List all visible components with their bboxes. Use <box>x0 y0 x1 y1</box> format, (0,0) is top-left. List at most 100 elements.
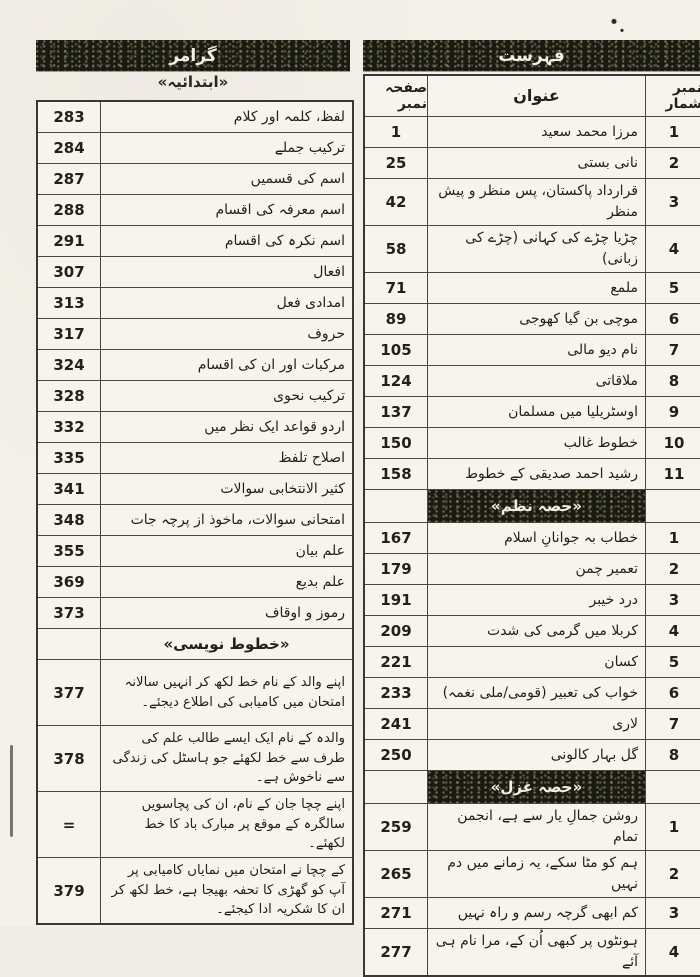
grammar-toc-row: والدہ کے نام ایک ایسے طالب علم کی طرف سے… <box>38 726 352 792</box>
grammar-toc-row: کے چچا نے امتحان میں نمایاں کامیابی پر آ… <box>38 858 352 923</box>
serial-number-cell: 4 <box>668 943 680 961</box>
serial-number-cell: 1 <box>668 123 680 141</box>
grammar-section-band: گرامر <box>36 40 350 71</box>
grammar-toc-row: اردو قواعد ایک نظر میں 332 <box>38 412 352 443</box>
page-number-cell: 328 <box>53 387 85 405</box>
contents-row: 3 کم ابھی گرچہ رسم و راہ نہیں 271 <box>365 898 700 929</box>
page-number-cell: 1 <box>390 123 402 141</box>
contents-row: 7 لاری 241 <box>365 709 700 740</box>
title-cell: علم بیان <box>100 536 352 566</box>
page-number-cell: 158 <box>380 465 412 483</box>
serial-number-cell: 3 <box>668 193 680 211</box>
serial-number-cell: 1 <box>668 529 680 547</box>
page-number-cell: 124 <box>380 372 412 390</box>
header-page-number: صفحہ نمبر <box>385 80 427 112</box>
grammar-toc-table: لفظ، کلمہ اور کلام 283 ترکیب جملے 284 اسم کی… <box>36 100 354 925</box>
page-number-cell: 105 <box>380 341 412 359</box>
title-cell: لاری <box>427 709 646 739</box>
serial-number-cell: 3 <box>668 591 680 609</box>
grammar-toc-row: رموز و اوقاف 373 <box>38 598 352 629</box>
grammar-band-title: گرامر <box>169 45 217 66</box>
grammar-toc-row: اپنے چچا جان کے نام، ان کی پچاسویں سالگر… <box>38 792 352 858</box>
header-title: عنوان <box>427 76 646 116</box>
title-cell: نام دیو مالی <box>427 335 646 365</box>
title-cell: روشن جمالِ یار سے ہے، انجمن تمام <box>427 804 646 850</box>
section-band-row: «حصہ نظم» <box>365 490 700 523</box>
serial-number-cell: 2 <box>668 560 680 578</box>
contents-table-body: 1 مرزا محمد سعید 1 2 نانی بستی 25 3 قرارداد پاک… <box>365 117 700 975</box>
header-serial-number: نمبر شمار <box>665 80 700 112</box>
title-cell: اپنے چچا جان کے نام، ان کی پچاسویں سالگر… <box>100 792 352 857</box>
grammar-toc-row: اپنے والد کے نام خط لکھ کر انہیں سالانہ … <box>38 660 352 726</box>
title-cell: ملاقاتی <box>427 366 646 396</box>
serial-number-cell: 9 <box>668 403 680 421</box>
page-number-cell: 369 <box>53 573 85 591</box>
page-cell-empty <box>365 490 427 522</box>
serial-number-cell: 8 <box>668 372 680 390</box>
title-cell: امدادی فعل <box>100 288 352 318</box>
grammar-toc-row: افعال 307 <box>38 257 352 288</box>
page-number-cell: 150 <box>380 434 412 452</box>
grammar-toc-row: مرکبات اور ان کی اقسام 324 <box>38 350 352 381</box>
title-cell: مرکبات اور ان کی اقسام <box>100 350 352 380</box>
grammar-toc-row: علم بیان 355 <box>38 536 352 567</box>
page-number-cell: 317 <box>53 325 85 343</box>
page-number-cell: 307 <box>53 263 85 281</box>
title-cell: رموز و اوقاف <box>100 598 352 628</box>
contents-section-band: فہرست <box>363 40 700 71</box>
title-cell: خطاب بہ جوانانِ اسلام <box>427 523 646 553</box>
title-cell: کسان <box>427 647 646 677</box>
grammar-toc-row: حروف 317 <box>38 319 352 350</box>
page-number-cell: 89 <box>385 310 407 328</box>
title-cell: والدہ کے نام ایک ایسے طالب علم کی طرف سے… <box>100 726 352 791</box>
page-number-cell: 191 <box>380 591 412 609</box>
serial-number-cell: 7 <box>668 341 680 359</box>
serial-number-cell: 3 <box>668 904 680 922</box>
page-number-cell: 284 <box>53 139 85 157</box>
page-number-cell: 250 <box>380 746 412 764</box>
serial-cell-empty <box>646 490 700 522</box>
page-number-cell: 271 <box>380 904 412 922</box>
grammar-toc-row: لفظ، کلمہ اور کلام 283 <box>38 102 352 133</box>
contents-row: 8 ملاقاتی 124 <box>365 366 700 397</box>
contents-row: 3 درد خیبر 191 <box>365 585 700 616</box>
title-cell: موچی بن گیا کھوجی <box>427 304 646 334</box>
serial-number-cell: 5 <box>668 653 680 671</box>
title-cell: کثیر الانتخابی سوالات <box>100 474 352 504</box>
title-cell: لفظ، کلمہ اور کلام <box>100 102 352 132</box>
contents-header-row: نمبر شمار عنوان صفحہ نمبر <box>365 76 700 117</box>
page-number-cell: = <box>62 815 76 834</box>
serial-number-cell: 7 <box>668 715 680 733</box>
title-cell: افعال <box>100 257 352 287</box>
section-heading-title: «خطوط نویسی» <box>100 629 352 659</box>
grammar-toc-row: اسم نکرہ کی اقسام 291 <box>38 226 352 257</box>
page-number-cell: 378 <box>53 749 85 768</box>
serial-cell-empty <box>646 771 700 803</box>
page-number-cell: 221 <box>380 653 412 671</box>
page-number-cell: 348 <box>53 511 85 529</box>
grammar-toc-row: امتحانی سوالات، ماخوذ از پرچہ جات 348 <box>38 505 352 536</box>
section-band-row: «حصہ غزل» <box>365 771 700 804</box>
contents-row: 4 کربلا میں گرمی کی شدت 209 <box>365 616 700 647</box>
title-cell: اردو قواعد ایک نظر میں <box>100 412 352 442</box>
grammar-toc-row: ترکیب جملے 284 <box>38 133 352 164</box>
page-number-cell: 25 <box>385 154 407 172</box>
title-cell: درد خیبر <box>427 585 646 615</box>
title-cell: تعمیر چمن <box>427 554 646 584</box>
serial-number-cell: 6 <box>668 310 680 328</box>
contents-row: 4 ہونٹوں پر کبھی اُن کے، مرا نام ہی آئے 27… <box>365 929 700 975</box>
contents-row: 3 قرارداد پاکستان، پس منظر و پیش منظر 42 <box>365 179 700 226</box>
title-cell: اپنے والد کے نام خط لکھ کر انہیں سالانہ … <box>100 660 352 725</box>
title-cell: اسم معرفہ کی اقسام <box>100 195 352 225</box>
grammar-toc-row: کثیر الانتخابی سوالات 341 <box>38 474 352 505</box>
page-number-cell: 259 <box>380 818 412 836</box>
section-band-title: «حصہ غزل» <box>427 771 646 803</box>
letter-writing-heading-row: «خطوط نویسی» <box>38 629 352 660</box>
contents-row: 1 مرزا محمد سعید 1 <box>365 117 700 148</box>
contents-row: 9 اوسٹریلیا میں مسلمان 137 <box>365 397 700 428</box>
title-cell: گل بہار کالونی <box>427 740 646 770</box>
title-cell: خواب کی تعبیر (قومی/ملی نغمہ) <box>427 678 646 708</box>
title-cell: اسم نکرہ کی اقسام <box>100 226 352 256</box>
contents-row: 5 کسان 221 <box>365 647 700 678</box>
page-number-cell: 209 <box>380 622 412 640</box>
